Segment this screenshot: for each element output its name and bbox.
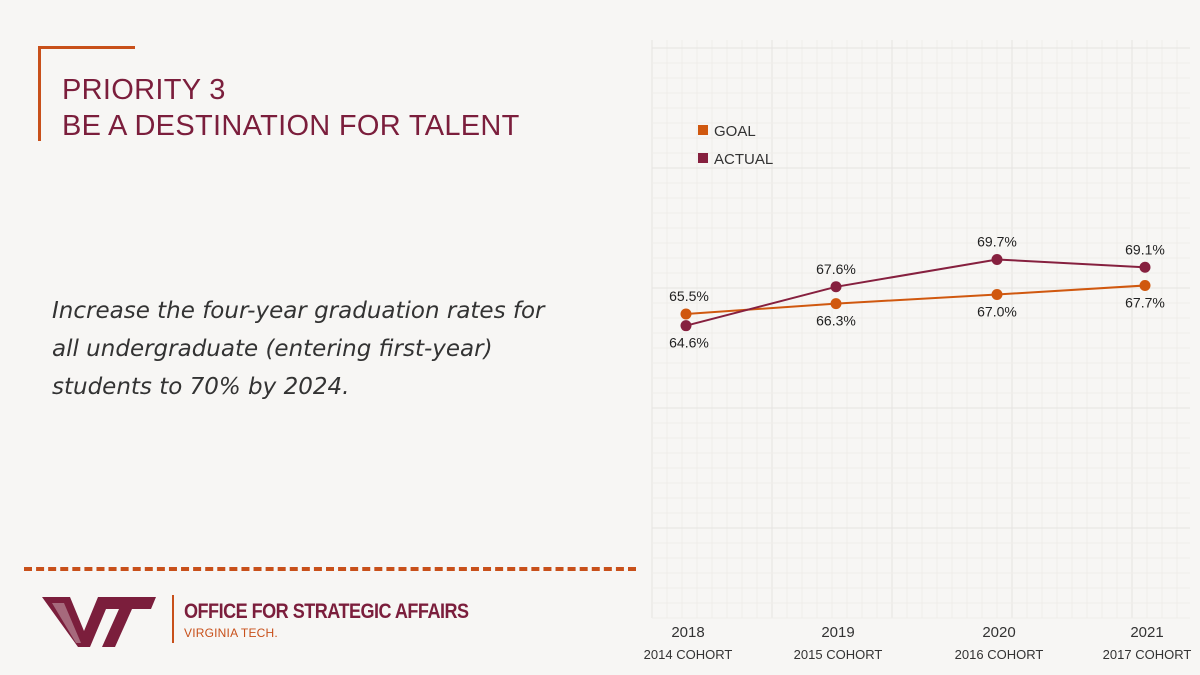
data-point-goal-2018 <box>680 308 692 320</box>
x-tick-label-2020: 2020 <box>982 624 1015 641</box>
data-point-goal-2020 <box>991 289 1003 301</box>
chart-x-axis: 2018 2014 COHORT 2019 2015 COHORT 2020 2016 C… <box>644 624 1192 662</box>
x-sublabel-2020: 2016 COHORT <box>955 647 1044 662</box>
legend-label-goal: GOAL <box>714 123 756 140</box>
office-name: OFFICE FOR STRATEGIC AFFAIRS <box>184 600 469 623</box>
legend-label-actual: ACTUAL <box>714 151 773 168</box>
priority-heading: PRIORITY 3 <box>62 74 226 106</box>
data-label-goal-2020: 67.0% <box>977 304 1017 320</box>
page-title: PRIORITY 3 BE A DESTINATION FOR TALENT <box>62 72 520 144</box>
data-point-goal-2021 <box>1139 279 1151 291</box>
data-label-actual-2020: 69.7% <box>977 234 1017 250</box>
x-tick-label-2018: 2018 <box>671 624 704 641</box>
org-name: VIRGINIA TECH. <box>184 626 278 640</box>
data-label-actual-2018: 64.6% <box>669 335 709 351</box>
data-label-actual-2021: 69.1% <box>1125 241 1165 257</box>
data-point-actual-2021 <box>1139 261 1151 273</box>
dashed-divider <box>24 567 636 571</box>
data-label-goal-2021: 67.7% <box>1125 294 1165 310</box>
x-sublabel-2019: 2015 COHORT <box>794 647 883 662</box>
legend-swatch-actual <box>698 153 708 163</box>
x-tick-label-2019: 2019 <box>821 624 854 641</box>
chart-lines <box>685 258 1146 327</box>
x-tick-label-2021: 2021 <box>1130 624 1163 641</box>
title-accent-bracket <box>38 46 135 141</box>
series-line-actual <box>685 258 1146 327</box>
series-line-goal <box>685 284 1146 315</box>
goal-statement: Increase the four-year graduation rates … <box>52 298 545 400</box>
legend-swatch-goal <box>698 125 708 135</box>
data-point-goal-2019 <box>830 298 842 310</box>
vt-logo-icon <box>42 597 156 647</box>
chart-points <box>680 254 1151 332</box>
chart-legend: GOAL ACTUAL <box>698 123 773 168</box>
data-point-actual-2018 <box>680 320 692 332</box>
chart-data-labels: 65.5% 66.3% 67.0% 67.7% 64.6% 67.6% 69.7% 69.1% <box>669 234 1165 351</box>
data-label-goal-2019: 66.3% <box>816 313 856 329</box>
x-sublabel-2021: 2017 COHORT <box>1103 647 1192 662</box>
footer-separator <box>172 595 174 643</box>
data-label-goal-2018: 65.5% <box>669 288 709 304</box>
data-point-actual-2019 <box>830 281 842 293</box>
x-sublabel-2018: 2014 COHORT <box>644 647 733 662</box>
priority-subtitle: BE A DESTINATION FOR TALENT <box>62 110 520 142</box>
data-point-actual-2020 <box>991 254 1003 265</box>
data-label-actual-2019: 67.6% <box>816 261 856 277</box>
